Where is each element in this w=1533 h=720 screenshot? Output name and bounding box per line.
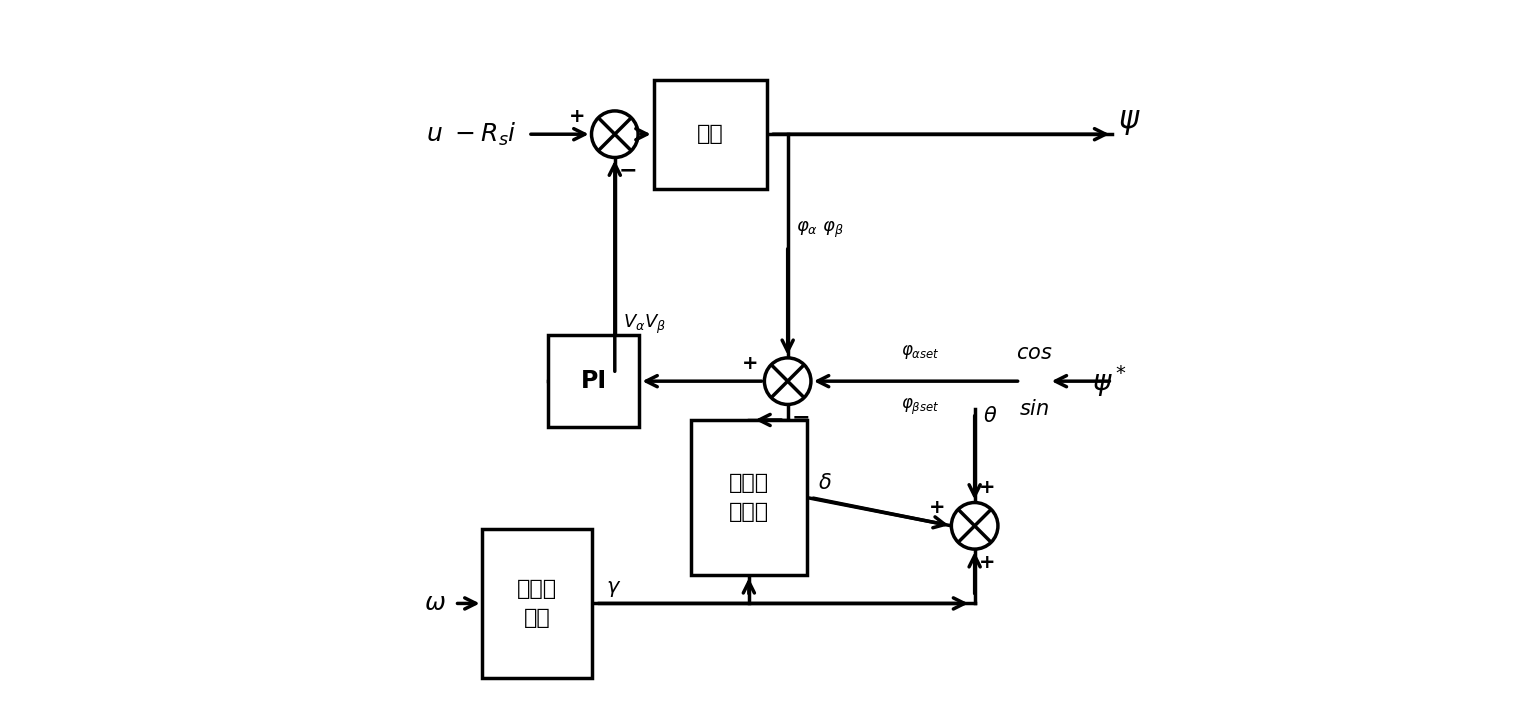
Text: +: + xyxy=(569,107,586,126)
Text: 位置传
感器: 位置传 感器 xyxy=(517,579,556,629)
Circle shape xyxy=(592,111,638,158)
Text: $\delta$: $\delta$ xyxy=(817,474,831,493)
Text: $\omega$: $\omega$ xyxy=(425,591,446,616)
Text: PI: PI xyxy=(581,369,607,393)
Text: $\theta$: $\theta$ xyxy=(983,407,998,426)
Bar xyxy=(483,529,592,678)
Circle shape xyxy=(765,358,811,405)
Text: $cos$: $cos$ xyxy=(1016,343,1053,363)
Text: $\varphi_{\alpha set}$: $\varphi_{\alpha set}$ xyxy=(900,343,940,361)
Text: $\varphi_{\beta set}$: $\varphi_{\beta set}$ xyxy=(900,397,940,417)
Text: $\psi$: $\psi$ xyxy=(1118,106,1141,137)
Text: +: + xyxy=(980,554,995,572)
Bar xyxy=(547,336,639,427)
Text: −: − xyxy=(793,408,811,427)
Text: $V_{\alpha}V_{\beta}$: $V_{\alpha}V_{\beta}$ xyxy=(624,313,667,336)
Text: $sin$: $sin$ xyxy=(1019,400,1050,419)
Text: $\varphi_{\alpha}\ \varphi_{\beta}$: $\varphi_{\alpha}\ \varphi_{\beta}$ xyxy=(796,220,845,240)
Text: −: − xyxy=(619,161,638,180)
Text: $\psi^*$: $\psi^*$ xyxy=(1091,363,1127,399)
Circle shape xyxy=(952,503,998,549)
Text: +: + xyxy=(929,498,946,518)
Text: +: + xyxy=(980,478,995,497)
Text: +: + xyxy=(742,354,759,373)
Text: $\gamma$: $\gamma$ xyxy=(606,580,621,599)
Text: $u\ -R_si$: $u\ -R_si$ xyxy=(426,121,517,148)
Text: 角度补
偿计算: 角度补 偿计算 xyxy=(728,473,770,523)
Bar xyxy=(653,79,766,189)
Bar xyxy=(691,420,806,575)
Text: 积分: 积分 xyxy=(696,125,724,144)
